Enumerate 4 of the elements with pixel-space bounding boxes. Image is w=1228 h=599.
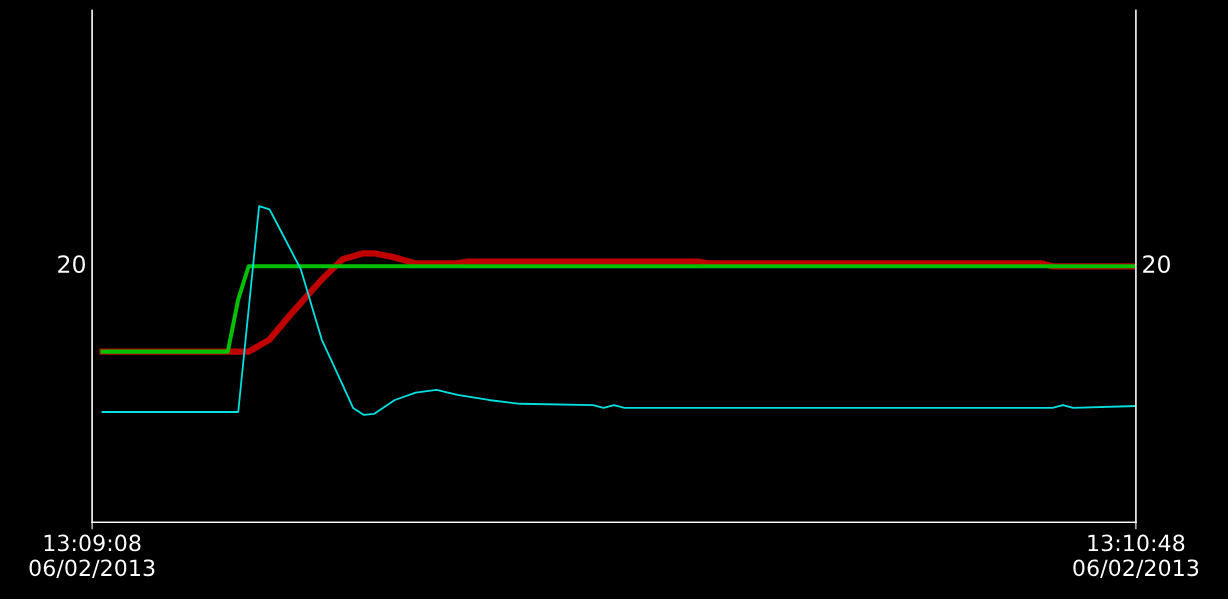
text: 20	[1143, 255, 1170, 274]
x-tick-label: 13:10:48 06/02/2013	[1073, 534, 1199, 578]
text: 20	[58, 255, 85, 274]
x-tick-label: 13:09:08 06/02/2013	[29, 534, 155, 578]
